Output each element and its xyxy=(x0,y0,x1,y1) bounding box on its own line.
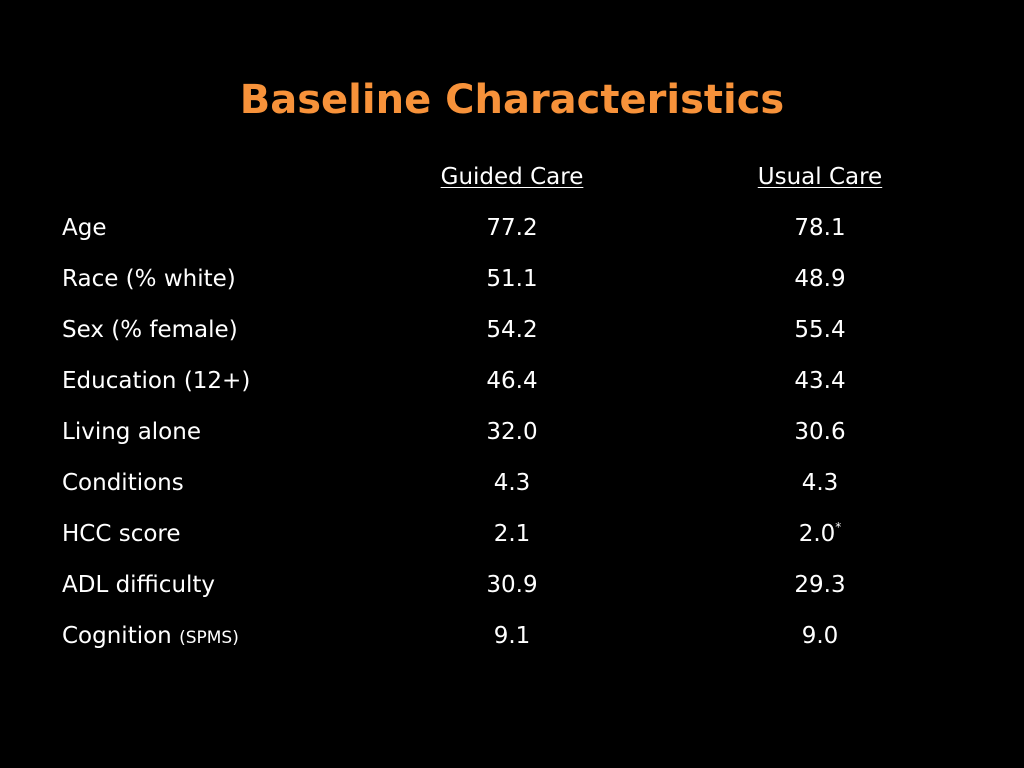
row-label-text: ADL difficulty xyxy=(62,572,216,598)
row-label-text: Race (% white) xyxy=(62,266,236,292)
row-label-text: Age xyxy=(62,215,107,241)
usual-value-cell: 2.0* xyxy=(720,511,920,562)
usual-value: 4.3 xyxy=(801,470,839,496)
usual-value: 9.0 xyxy=(801,623,839,649)
guided-value: 4.3 xyxy=(493,470,531,496)
header-empty-cell xyxy=(62,154,392,205)
table-row: Living alone 32.0 30.6 xyxy=(0,409,1024,460)
row-label-text: Cognition xyxy=(62,623,172,649)
row-label: ADL difficulty xyxy=(62,562,392,613)
guided-value: 32.0 xyxy=(486,419,538,445)
header-guided-care: Guided Care xyxy=(440,164,584,190)
baseline-table: Guided Care Usual Care Age 77.2 78.1 Rac… xyxy=(0,154,1024,664)
row-label: Sex (% female) xyxy=(62,307,392,358)
row-label: Cognition (SPMS) xyxy=(62,613,392,664)
guided-value: 77.2 xyxy=(486,215,538,241)
guided-value: 54.2 xyxy=(486,317,538,343)
header-usual-care: Usual Care xyxy=(757,164,883,190)
guided-value: 51.1 xyxy=(486,266,538,292)
row-label: Conditions xyxy=(62,460,392,511)
table-row: Race (% white) 51.1 48.9 xyxy=(0,256,1024,307)
table-row: HCC score 2.1 2.0* xyxy=(0,511,1024,562)
guided-value: 46.4 xyxy=(486,368,538,394)
table-row: Conditions 4.3 4.3 xyxy=(0,460,1024,511)
row-label-text: Conditions xyxy=(62,470,184,496)
table-header-row: Guided Care Usual Care xyxy=(0,154,1024,205)
row-label: Age xyxy=(62,205,392,256)
row-label: Living alone xyxy=(62,409,392,460)
usual-value: 78.1 xyxy=(794,215,846,241)
row-label-text: Living alone xyxy=(62,419,201,445)
row-label-text: Sex (% female) xyxy=(62,317,238,343)
usual-value: 43.4 xyxy=(794,368,846,394)
row-label-text: HCC score xyxy=(62,521,181,547)
guided-value: 30.9 xyxy=(486,572,538,598)
usual-value: 55.4 xyxy=(794,317,846,343)
table-row: Age 77.2 78.1 xyxy=(0,205,1024,256)
slide-title: Baseline Characteristics xyxy=(239,77,785,123)
row-label: Education (12+) xyxy=(62,358,392,409)
table-row: Education (12+) 46.4 43.4 xyxy=(0,358,1024,409)
table-row: Sex (% female) 54.2 55.4 xyxy=(0,307,1024,358)
table-row: Cognition (SPMS) 9.1 9.0 xyxy=(0,613,1024,664)
usual-value: 2.0 xyxy=(798,521,836,547)
table-row: ADL difficulty 30.9 29.3 xyxy=(0,562,1024,613)
guided-value: 9.1 xyxy=(493,623,531,649)
guided-value: 2.1 xyxy=(493,521,531,547)
usual-value: 48.9 xyxy=(794,266,846,292)
usual-value: 29.3 xyxy=(794,572,846,598)
row-label: HCC score xyxy=(62,511,392,562)
row-label: Race (% white) xyxy=(62,256,392,307)
row-label-note: (SPMS) xyxy=(179,628,239,648)
row-label-text: Education (12+) xyxy=(62,368,251,394)
asterisk-footnote-mark: * xyxy=(835,520,842,534)
usual-value: 30.6 xyxy=(794,419,846,445)
